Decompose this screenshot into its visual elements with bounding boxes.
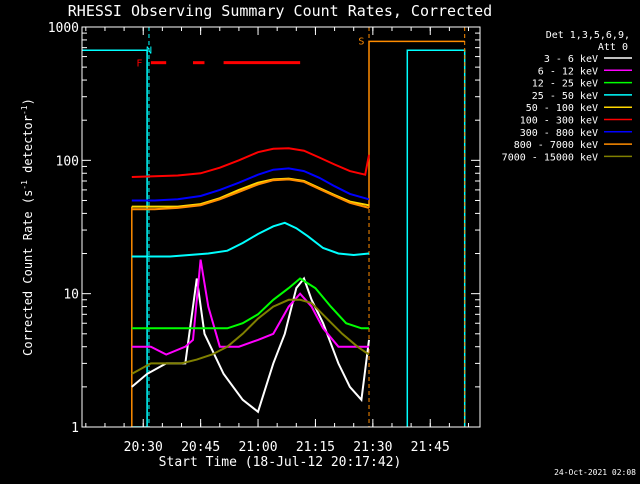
x-tick-label: 21:00 [238, 440, 277, 455]
legend-label: 50 - 100 keV [526, 103, 598, 114]
legend-label: 800 - 7000 keV [514, 140, 598, 151]
legend-header-attenuator: Att 0 [598, 42, 628, 53]
footer-date: 24-Oct-2021 02:08 [554, 468, 636, 477]
x-tick-label: 21:45 [411, 440, 450, 455]
plot-content: NF S [82, 27, 466, 427]
y-axis: 1 10 100 1000 [48, 21, 480, 436]
series-line-2 [131, 277, 369, 330]
series-line-5 [131, 147, 370, 178]
series-line-1 [131, 259, 369, 356]
series-line-4 [131, 177, 370, 208]
y-label-exp1: -1 [20, 180, 29, 190]
x-tick-label: 21:30 [353, 440, 392, 455]
y-axis-label: Corrected Count Rate (s-1 detector-1) [20, 98, 35, 356]
y-tick-label: 10 [63, 288, 79, 303]
legend-label: 25 - 50 keV [532, 91, 598, 102]
series-line-8 [131, 298, 370, 375]
y-tick-label: 100 [56, 154, 79, 169]
legend-label: 3 - 6 keV [544, 54, 598, 65]
y-tick-label: 1 [71, 421, 79, 436]
legend-label: 12 - 25 keV [532, 79, 598, 90]
legend-label: 300 - 800 keV [520, 128, 598, 139]
series-line-0 [131, 276, 370, 414]
marker-n: N [146, 45, 152, 56]
marker-s: S [358, 37, 364, 48]
x-axis-label: Start Time (18-Jul-12 20:17:42) [159, 455, 402, 470]
plot-frame [81, 26, 481, 428]
series-line-3 [131, 221, 370, 258]
series-line-6 [131, 167, 370, 202]
x-tick-label: 21:15 [296, 440, 335, 455]
marker-f: F [136, 59, 142, 70]
y-label-mid: detector [21, 115, 35, 180]
y-label-main: Corrected Count Rate (s [21, 190, 35, 356]
x-axis: 20:30 20:45 21:00 21:15 21:30 21:45 [85, 27, 470, 455]
series-line-7 [131, 178, 370, 211]
legend-label: 100 - 300 keV [520, 116, 598, 127]
y-tick-label: 1000 [48, 21, 79, 36]
x-tick-label: 20:45 [181, 440, 220, 455]
state-trace-3 [368, 40, 465, 208]
legend-label: 6 - 12 keV [538, 66, 598, 77]
legend-label: 7000 - 15000 keV [502, 152, 598, 163]
chart-title: RHESSI Observing Summary Count Rates, Co… [68, 2, 492, 20]
x-tick-label: 20:30 [124, 440, 163, 455]
state-trace-0 [82, 49, 148, 427]
state-trace-1 [406, 49, 466, 427]
legend-header-detectors: Det 1,3,5,6,9, [546, 30, 630, 41]
plot-area: NF S [82, 27, 466, 427]
y-label-exp2: -1 [20, 105, 29, 115]
y-label-end: ) [21, 98, 35, 105]
